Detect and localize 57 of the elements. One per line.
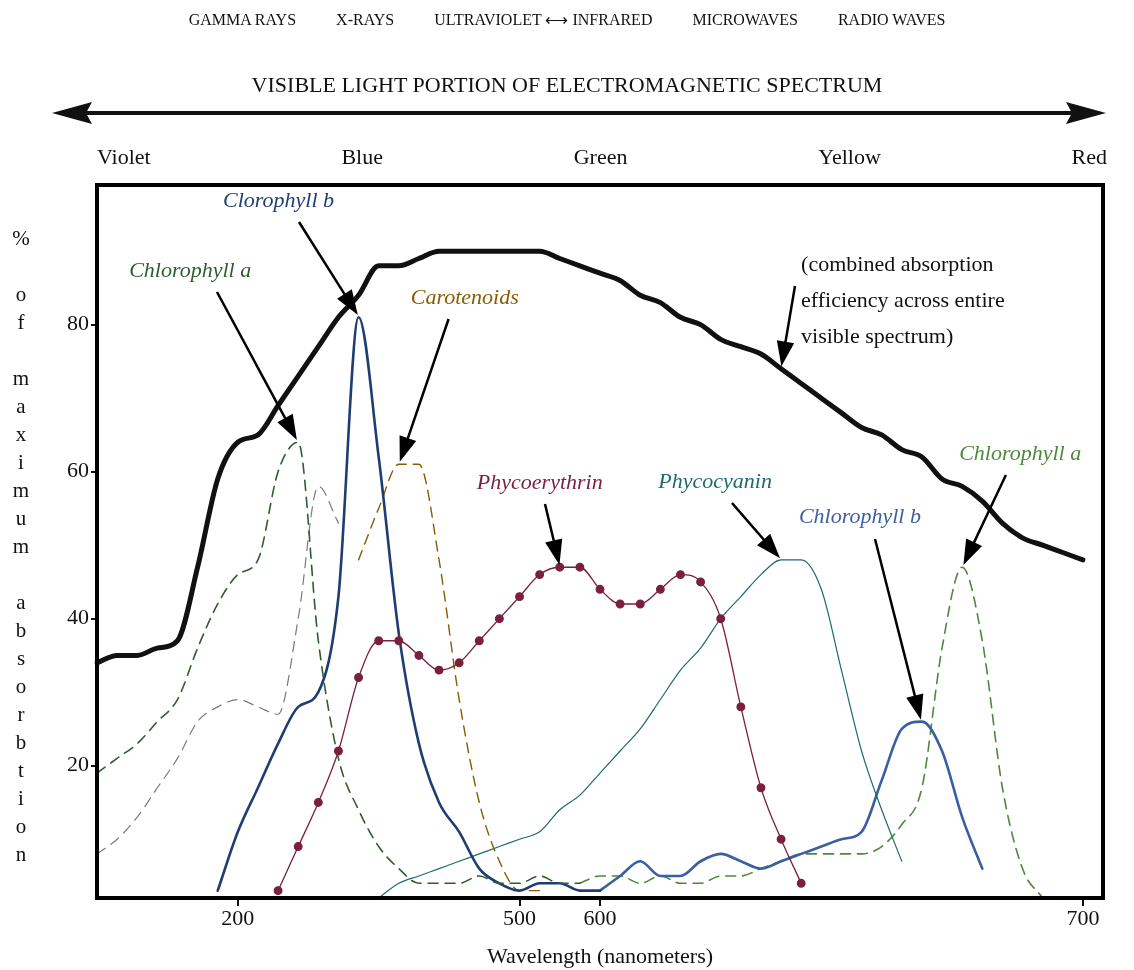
point bbox=[313, 797, 323, 807]
text: Phycoerythrin bbox=[475, 469, 603, 495]
text: Chlorophyll b bbox=[798, 503, 921, 529]
text: Chlorophyll a bbox=[129, 257, 252, 283]
point bbox=[716, 614, 726, 624]
point bbox=[575, 562, 585, 572]
point bbox=[736, 702, 746, 712]
x-tick-label: 500 bbox=[503, 904, 537, 930]
text: Yellow bbox=[818, 144, 881, 170]
point bbox=[494, 614, 504, 624]
point bbox=[354, 673, 364, 682]
point bbox=[776, 834, 786, 844]
point bbox=[454, 658, 464, 668]
point bbox=[655, 584, 665, 594]
point bbox=[676, 570, 685, 580]
line-series bbox=[579, 566, 1044, 898]
x-axis-title: Wavelength (nanometers) bbox=[486, 942, 714, 968]
point bbox=[273, 886, 283, 896]
line-series bbox=[598, 720, 984, 892]
point bbox=[474, 636, 484, 646]
point bbox=[615, 599, 625, 609]
text: Blue bbox=[341, 144, 383, 170]
text: Clorophyll b bbox=[223, 187, 335, 213]
point bbox=[696, 577, 706, 587]
point bbox=[293, 842, 303, 851]
y-tick-label: 60 bbox=[67, 457, 89, 483]
text: Violet bbox=[97, 144, 151, 170]
text: Green bbox=[573, 144, 628, 170]
line-series bbox=[96, 485, 340, 855]
y-tick-label: 40 bbox=[67, 604, 89, 630]
point bbox=[535, 570, 545, 580]
point bbox=[515, 592, 524, 602]
point bbox=[333, 746, 343, 756]
line-series bbox=[216, 316, 602, 892]
y-tick-label: 80 bbox=[67, 310, 89, 336]
point bbox=[555, 562, 565, 572]
point bbox=[595, 584, 605, 594]
x-tick-label: 600 bbox=[583, 904, 617, 930]
text: Carotenoids bbox=[410, 284, 519, 310]
series-label: (combined absorption efficiency across entire visible spectrum) bbox=[801, 250, 1005, 348]
y-axis-title: % of maximum absorbtion bbox=[8, 226, 33, 870]
x-tick-label: 200 bbox=[221, 904, 255, 930]
text: Phycocyanin bbox=[657, 467, 772, 493]
point bbox=[394, 636, 404, 646]
point bbox=[635, 599, 645, 609]
text: Chlorophyll a bbox=[959, 440, 1082, 466]
y-tick-label: 20 bbox=[67, 751, 89, 777]
point bbox=[434, 665, 444, 675]
line-series bbox=[378, 559, 903, 898]
text: Red bbox=[1071, 144, 1107, 170]
point bbox=[414, 650, 424, 660]
x-tick-label: 700 bbox=[1066, 904, 1100, 930]
chart-title: VISIBLE LIGHT PORTION OF ELECTROMAGNETIC SPECTRUM bbox=[250, 72, 884, 98]
point bbox=[756, 783, 766, 793]
point bbox=[374, 636, 384, 646]
point bbox=[796, 878, 806, 888]
chart-subtitle: GAMMA RAYS X-RAYS ULTRAVIOLET ⟷ INFRARED MICROWAVES RADIO WAVES bbox=[187, 10, 947, 29]
